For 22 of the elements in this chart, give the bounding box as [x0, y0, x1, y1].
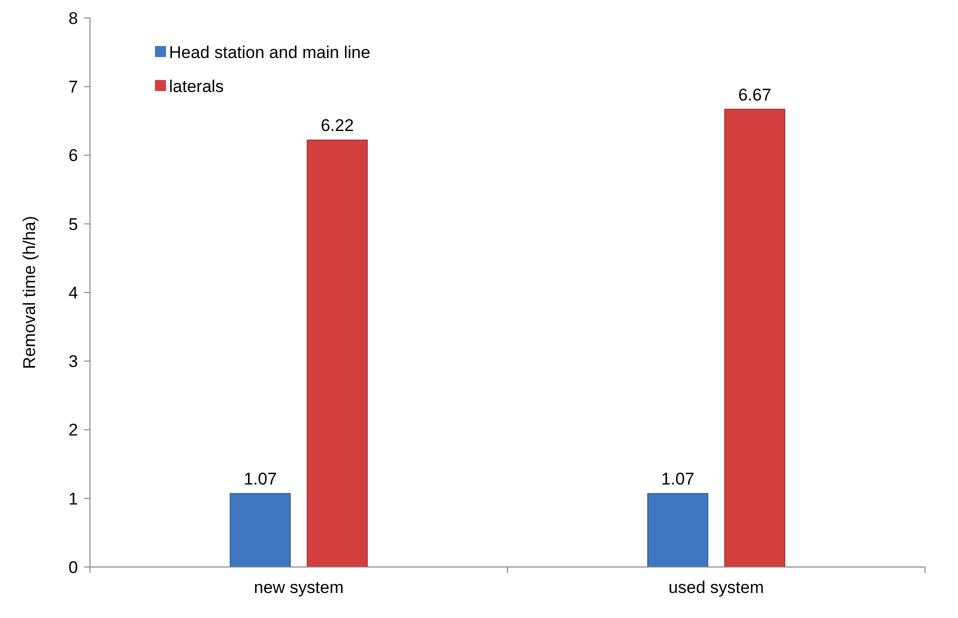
- y-tick-label: 5: [68, 214, 78, 234]
- y-axis-title: Removal time (h/ha): [20, 216, 39, 370]
- y-tick-label: 0: [68, 558, 78, 577]
- bar: [230, 493, 291, 568]
- y-tick-label: 1: [68, 489, 78, 508]
- y-tick-label: 2: [68, 420, 78, 440]
- data-label: 1.07: [661, 470, 694, 489]
- y-tick-label: 6: [68, 146, 78, 166]
- y-tick-label: 3: [68, 352, 78, 372]
- bar: [724, 108, 786, 568]
- legend-label: Head station and main line: [169, 42, 370, 62]
- y-tick-label: 7: [68, 78, 78, 97]
- data-label: 1.07: [244, 470, 277, 489]
- x-tick-label: new system: [254, 578, 344, 597]
- x-tick-label: used system: [668, 578, 764, 597]
- y-tick-label: 8: [68, 8, 78, 28]
- data-label: 6.67: [738, 85, 772, 104]
- y-tick-label: 4: [68, 283, 78, 302]
- bar: [647, 493, 708, 568]
- legend-label: laterals: [169, 76, 224, 96]
- data-label: 6.22: [320, 116, 354, 136]
- bar: [306, 140, 368, 568]
